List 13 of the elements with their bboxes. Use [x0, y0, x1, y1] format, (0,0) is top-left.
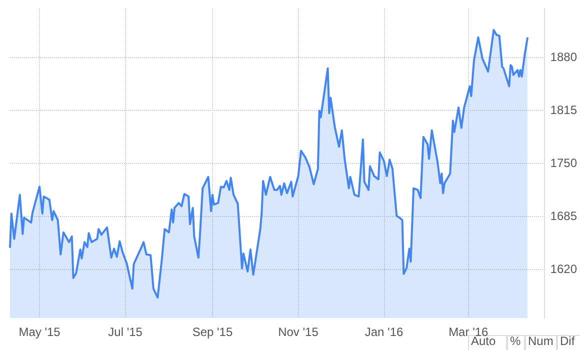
x-tick-label: Jul '15: [108, 325, 143, 339]
text: Dif: [560, 334, 576, 348]
text: %: [510, 334, 521, 348]
x-tick-label: May '15: [18, 325, 61, 339]
y-tick-label: 1750: [550, 156, 578, 170]
x-tick-label: Sep '15: [192, 325, 233, 339]
x-tick-label: Nov '15: [278, 325, 319, 339]
y-tick-label: 1880: [550, 50, 578, 64]
x-tick-label: Jan '16: [364, 325, 404, 339]
y-tick-label: 1620: [550, 262, 578, 276]
text: Num: [528, 334, 554, 348]
y-tick-label: 1815: [550, 102, 578, 117]
y-tick-label: 1685: [550, 209, 578, 224]
